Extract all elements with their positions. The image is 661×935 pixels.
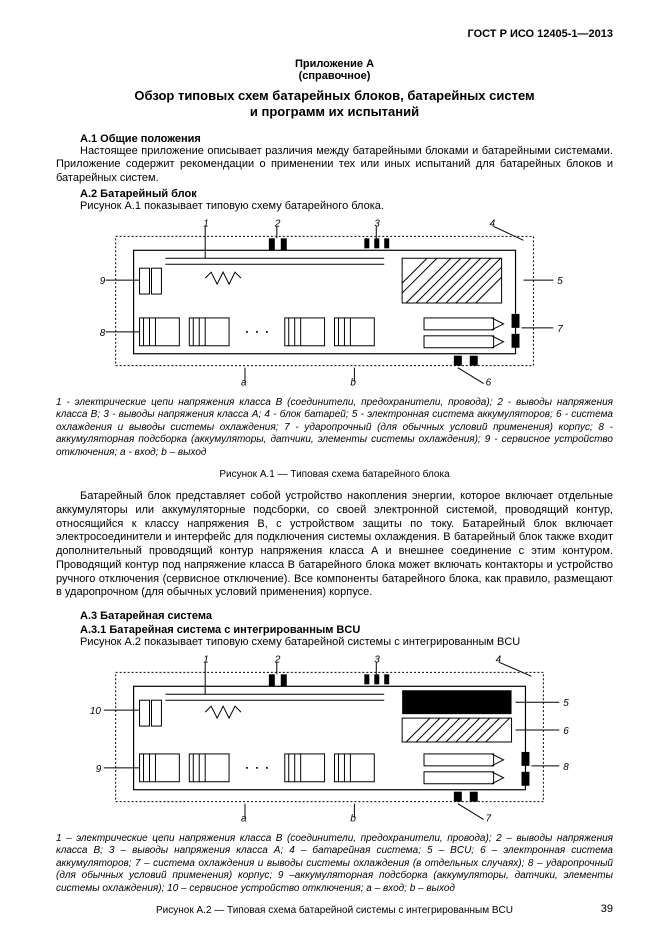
fig2-label-b: b <box>350 813 356 823</box>
fig1-label-8: 8 <box>100 327 106 338</box>
page: ГОСТ Р ИСО 12405-1—2013 Приложение А (сп… <box>0 0 661 935</box>
annex-label: Приложение А <box>56 58 613 70</box>
section-a2-intro: Рисунок А.1 показывает типовую схему бат… <box>56 200 613 214</box>
fig1-label-a: a <box>241 377 247 387</box>
section-a31-intro: Рисунок А.2 показывает типовую схему бат… <box>56 636 613 650</box>
section-a3-heading: А.3 Батарейная система <box>80 610 613 622</box>
paragraph-after-fig1: Батарейный блок представляет собой устро… <box>56 490 613 600</box>
fig1-label-6: 6 <box>486 377 492 387</box>
page-title: Обзор типовых схем батарейных блоков, ба… <box>56 88 613 121</box>
figure-a1-caption: Рисунок А.1 — Типовая схема батарейного … <box>56 469 613 480</box>
figure-a2-legend: 1 – электрические цепи напряжения класса… <box>56 833 613 896</box>
page-number: 39 <box>601 903 613 915</box>
fig1-label-b: b <box>350 377 356 387</box>
section-a1-body: Настоящее приложение описывает различия … <box>56 145 613 186</box>
fig2-label-10: 10 <box>90 706 102 717</box>
fig2-label-3: 3 <box>374 654 380 665</box>
title-line-1: Обзор типовых схем батарейных блоков, ба… <box>134 88 534 103</box>
fig1-label-4: 4 <box>490 218 496 229</box>
section-a1-heading: А.1 Общие положения <box>80 133 613 145</box>
fig1-label-3: 3 <box>374 218 380 229</box>
section-a2-heading: А.2 Батарейный блок <box>80 188 613 200</box>
fig2-label-6: 6 <box>563 726 569 737</box>
section-a31-heading: А.3.1 Батарейная система с интегрированн… <box>80 624 613 636</box>
doc-code: ГОСТ Р ИСО 12405-1—2013 <box>56 28 613 40</box>
fig1-label-7: 7 <box>557 323 563 334</box>
fig2-label-8: 8 <box>563 762 569 773</box>
fig1-label-9: 9 <box>100 276 106 287</box>
fig1-label-5: 5 <box>557 276 563 287</box>
fig2-label-2: 2 <box>274 654 281 665</box>
figure-a2-caption: Рисунок А.2 — Типовая схема батарейной с… <box>56 905 613 916</box>
fig2-label-5: 5 <box>563 698 569 709</box>
figure-a1: 1 2 3 4 9 8 5 7 a b 6 <box>56 218 613 388</box>
fig2-label-1: 1 <box>203 654 209 665</box>
fig2-label-4: 4 <box>496 654 502 665</box>
fig2-label-9: 9 <box>96 764 102 775</box>
fig1-label-1: 1 <box>203 218 209 229</box>
fig1-label-2: 2 <box>274 218 281 229</box>
figure-a2: 1 2 3 4 10 9 5 6 8 a b 7 <box>56 654 613 824</box>
fig2-label-7: 7 <box>486 813 492 823</box>
figure-a1-legend: 1 - электрические цепи напряжения класса… <box>56 397 613 460</box>
title-line-2: и программ их испытаний <box>250 104 419 119</box>
fig2-label-a: a <box>241 813 247 823</box>
annex-note: (справочное) <box>56 70 613 82</box>
